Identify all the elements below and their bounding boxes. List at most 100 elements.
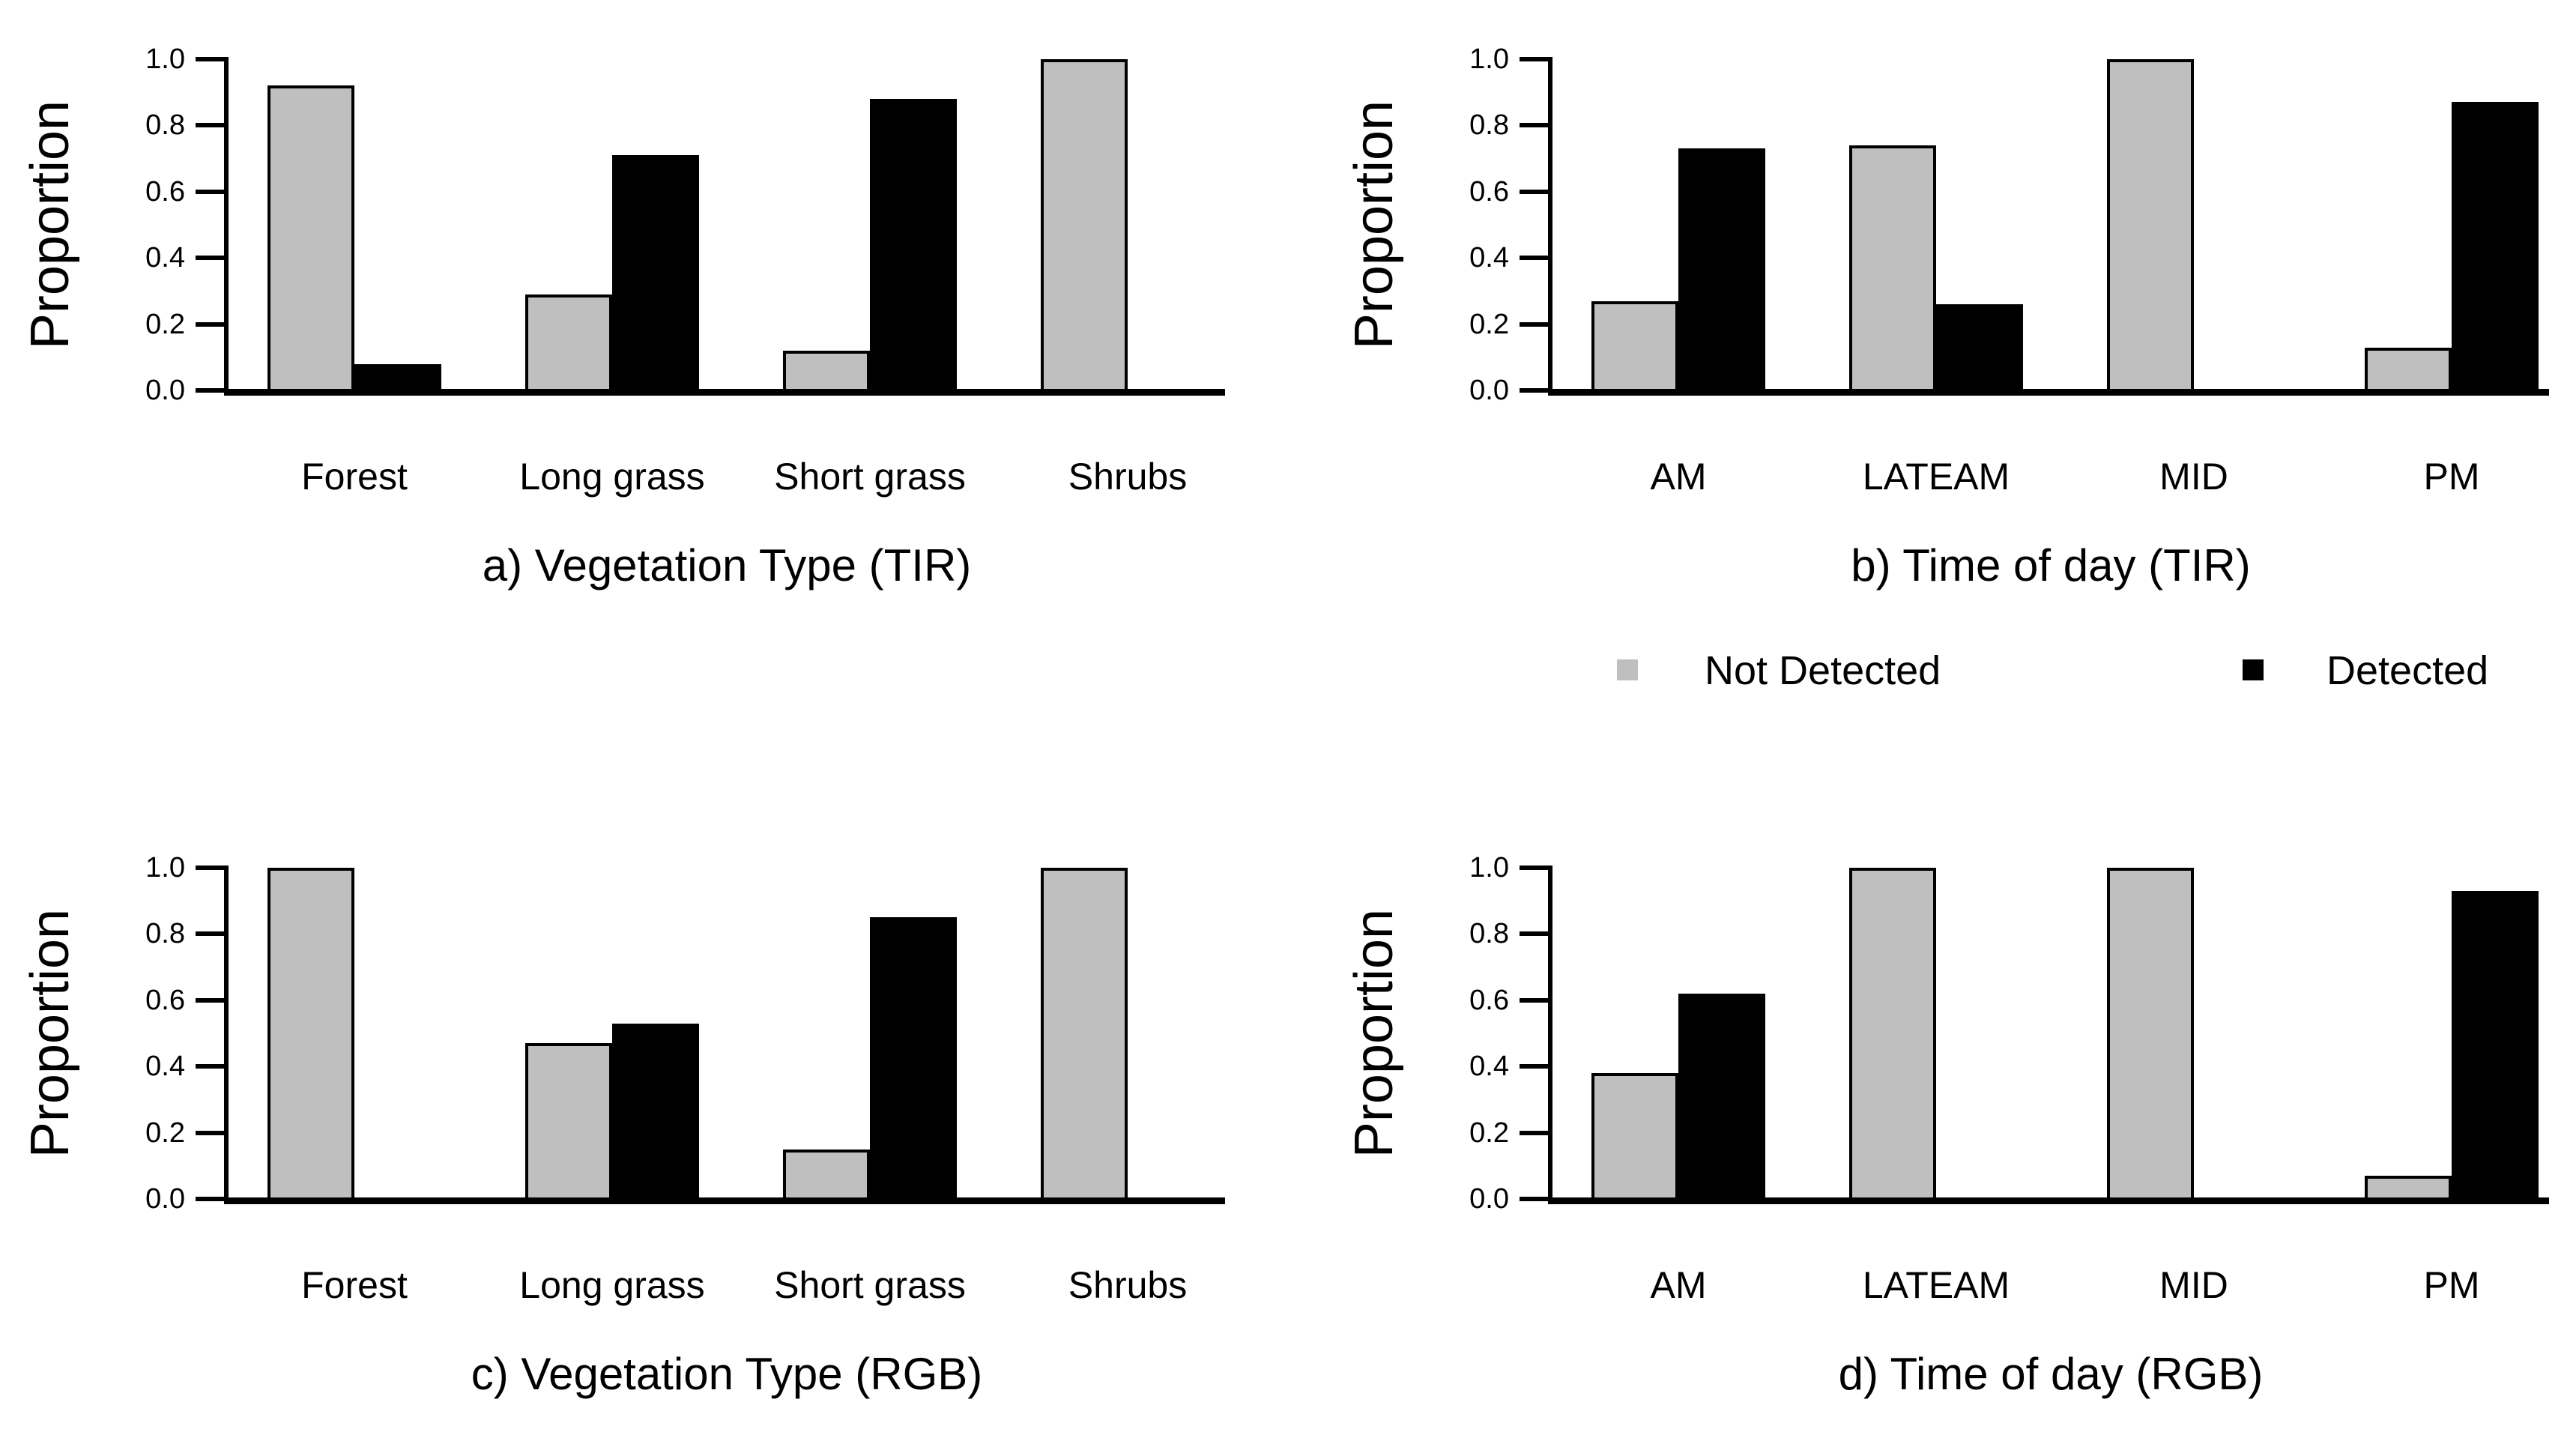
- bar-not-detected: [525, 1043, 612, 1202]
- x-category-label: PM: [2423, 1264, 2480, 1306]
- y-tick-label: 0.6: [145, 985, 185, 1016]
- y-tick-label: 1.0: [145, 43, 185, 75]
- y-tick-label: 0.2: [1469, 309, 1509, 340]
- y-tick: [196, 190, 224, 194]
- y-tick: [1520, 322, 1548, 327]
- y-tick: [1520, 388, 1548, 393]
- legend-swatch-detected-icon: [2243, 659, 2264, 680]
- legend-label-not-detected: Not Detected: [1705, 648, 1941, 693]
- x-category-label: LATEAM: [1862, 1264, 2010, 1306]
- bar-not-detected: [2107, 59, 2194, 393]
- x-category-label: Shrubs: [1068, 456, 1188, 498]
- y-tick: [196, 57, 224, 61]
- bar-not-detected: [1041, 59, 1128, 393]
- y-axis-line: [1548, 57, 1552, 393]
- bar-detected: [1936, 304, 2023, 393]
- y-tick: [1520, 1197, 1548, 1201]
- y-tick-label: 0.6: [1469, 176, 1509, 208]
- x-category-label: AM: [1650, 456, 1707, 498]
- x-category-label: Shrubs: [1068, 1264, 1188, 1306]
- y-tick: [196, 1131, 224, 1135]
- y-tick: [1520, 256, 1548, 260]
- bar-detected: [2452, 102, 2539, 393]
- x-category-label: Forest: [301, 456, 408, 498]
- y-tick: [1520, 57, 1548, 61]
- y-tick-label: 0.2: [1469, 1117, 1509, 1149]
- y-axis-label: Proportion: [1344, 100, 1404, 350]
- y-tick: [1520, 866, 1548, 870]
- legend-label-detected: Detected: [2326, 648, 2489, 693]
- bar-detected: [612, 155, 699, 393]
- bar-not-detected: [783, 1150, 870, 1202]
- y-tick-label: 0.4: [1469, 1051, 1509, 1082]
- x-category-label: LATEAM: [1862, 456, 2010, 498]
- bar-detected: [2452, 891, 2539, 1202]
- y-tick-label: 0.6: [145, 176, 185, 208]
- x-category-label: Short grass: [774, 456, 966, 498]
- bar-not-detected: [267, 868, 354, 1202]
- y-axis-line: [224, 57, 229, 393]
- x-category-label: MID: [2159, 1264, 2228, 1306]
- y-tick: [1520, 1064, 1548, 1069]
- x-axis-line: [1548, 389, 2549, 396]
- y-tick-label: 0.2: [145, 1117, 185, 1149]
- y-tick: [196, 322, 224, 327]
- bar-not-detected: [1591, 1073, 1678, 1202]
- x-category-label: Long grass: [519, 456, 705, 498]
- y-axis-label: Proportion: [1344, 908, 1404, 1159]
- y-tick-label: 0.8: [1469, 109, 1509, 141]
- y-axis-label: Proportion: [20, 100, 80, 350]
- y-axis-line: [1548, 866, 1552, 1201]
- bar-not-detected: [1041, 868, 1128, 1202]
- x-category-label: Long grass: [519, 1264, 705, 1306]
- y-tick-label: 0.0: [145, 375, 185, 406]
- bar-not-detected: [2107, 868, 2194, 1202]
- y-tick-label: 1.0: [1469, 852, 1509, 883]
- bar-detected: [870, 917, 957, 1202]
- y-tick: [196, 998, 224, 1003]
- y-tick-label: 0.2: [145, 309, 185, 340]
- y-tick-label: 0.0: [1469, 375, 1509, 406]
- y-tick: [1520, 1131, 1548, 1135]
- y-tick-label: 0.6: [1469, 985, 1509, 1016]
- chart-title: c) Vegetation Type (RGB): [471, 1349, 983, 1399]
- x-category-label: PM: [2423, 456, 2480, 498]
- y-tick-label: 0.4: [1469, 242, 1509, 274]
- x-category-label: AM: [1650, 1264, 1707, 1306]
- y-tick-label: 0.8: [1469, 918, 1509, 949]
- y-tick: [196, 1064, 224, 1069]
- y-tick-label: 0.0: [1469, 1183, 1509, 1215]
- y-tick: [196, 866, 224, 870]
- y-tick: [1520, 931, 1548, 936]
- chart-title: d) Time of day (RGB): [1838, 1349, 2264, 1399]
- y-tick: [1520, 123, 1548, 127]
- y-tick: [196, 256, 224, 260]
- bar-detected: [354, 364, 441, 393]
- legend-swatch-not-detected-icon: [1617, 659, 1638, 680]
- y-tick: [196, 1197, 224, 1201]
- x-axis-line: [1548, 1197, 2549, 1204]
- y-tick: [196, 123, 224, 127]
- y-tick-label: 0.4: [145, 242, 185, 274]
- y-tick-label: 1.0: [1469, 43, 1509, 75]
- bar-detected: [870, 99, 957, 393]
- bar-not-detected: [525, 294, 612, 393]
- y-tick-label: 0.0: [145, 1183, 185, 1215]
- y-tick: [1520, 190, 1548, 194]
- x-axis-line: [224, 1197, 1225, 1204]
- bar-not-detected: [267, 85, 354, 393]
- bar-detected: [1678, 994, 1765, 1202]
- y-tick: [1520, 998, 1548, 1003]
- y-tick-label: 0.8: [145, 918, 185, 949]
- bar-not-detected: [1849, 145, 1936, 393]
- y-axis-label: Proportion: [20, 908, 80, 1159]
- chart-title: b) Time of day (TIR): [1851, 540, 2251, 590]
- bar-not-detected: [1591, 301, 1678, 393]
- x-axis-line: [224, 389, 1225, 396]
- x-category-label: Forest: [301, 1264, 408, 1306]
- bar-not-detected: [2365, 348, 2452, 393]
- y-tick-label: 1.0: [145, 852, 185, 883]
- y-tick-label: 0.8: [145, 109, 185, 141]
- bar-detected: [1678, 148, 1765, 393]
